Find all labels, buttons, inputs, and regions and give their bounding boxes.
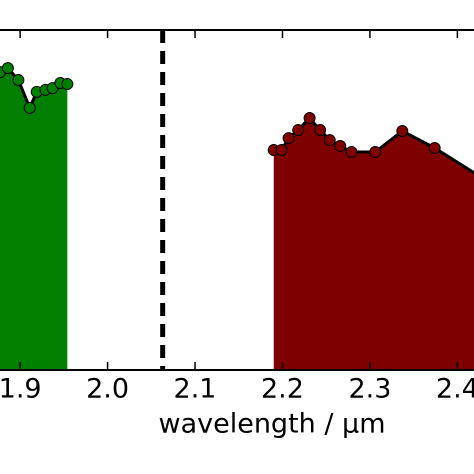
area [0, 68, 68, 370]
marker [1, 62, 14, 75]
marker [334, 139, 347, 152]
marker [323, 134, 336, 147]
x-tick-label: 1.9 [0, 374, 42, 405]
marker [303, 112, 316, 125]
x-tick-label: 2.4 [436, 374, 474, 405]
marker [23, 101, 36, 114]
marker [12, 73, 25, 86]
marker [292, 123, 305, 136]
marker [282, 132, 295, 145]
marker [396, 124, 409, 137]
x-tick-label: 2.1 [174, 374, 217, 405]
marker [369, 146, 382, 159]
x-tick-label: 2.0 [86, 374, 129, 405]
marker [345, 146, 358, 159]
x-tick-label: 2.2 [261, 374, 304, 405]
marker [428, 141, 441, 154]
x-tick-label: 2.3 [348, 374, 391, 405]
marker [275, 144, 288, 157]
marker [61, 78, 74, 91]
area [273, 118, 474, 370]
x-axis-label: wavelength / µm [158, 409, 385, 440]
marker [314, 123, 327, 136]
